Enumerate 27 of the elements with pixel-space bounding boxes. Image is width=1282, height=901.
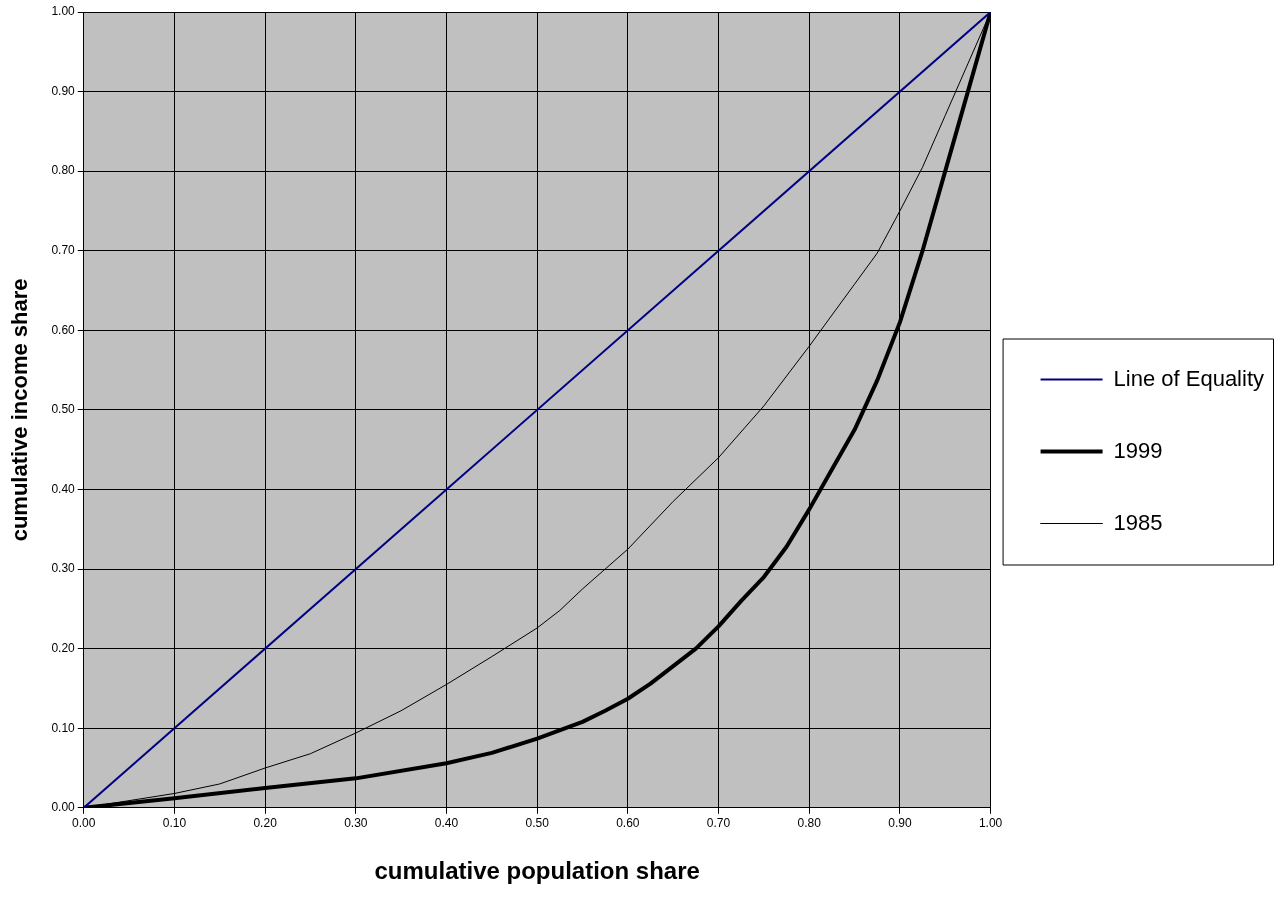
x-tick-label: 0.30 [344,816,368,831]
legend-label: Line of Equality [1113,365,1264,391]
x-tick-label: 1.00 [978,816,1003,831]
x-tick-label: 0.20 [253,816,278,831]
y-tick-label: 0.80 [51,163,76,178]
x-tick-label: 0.70 [706,816,731,831]
x-tick-label: 0.40 [434,816,459,831]
y-tick-label: 0.60 [51,322,76,337]
legend-label: 1999 [1113,437,1163,463]
y-tick-label: 0.20 [51,640,76,655]
y-tick-label: 0.90 [51,83,76,98]
x-tick-label: 0.10 [162,816,187,831]
x-tick-label: 0.00 [72,816,96,831]
x-tick-label: 0.50 [525,816,550,831]
y-axis-title: cumulative income share [7,278,33,542]
y-tick-label: 0.30 [51,561,76,576]
y-tick-label: 0.70 [51,243,76,258]
y-tick-label: 1.00 [51,4,76,19]
x-tick-label: 0.60 [616,816,640,831]
x-tick-label: 0.90 [888,816,912,831]
y-tick-label: 0.50 [51,402,76,417]
x-axis-title: cumulative population share [374,857,700,885]
y-tick-label: 0.40 [51,481,76,496]
y-tick-label: 0.00 [51,800,76,815]
y-tick-label: 0.10 [51,720,76,735]
x-tick-label: 0.80 [797,816,822,831]
legend-label: 1985 [1113,509,1163,535]
